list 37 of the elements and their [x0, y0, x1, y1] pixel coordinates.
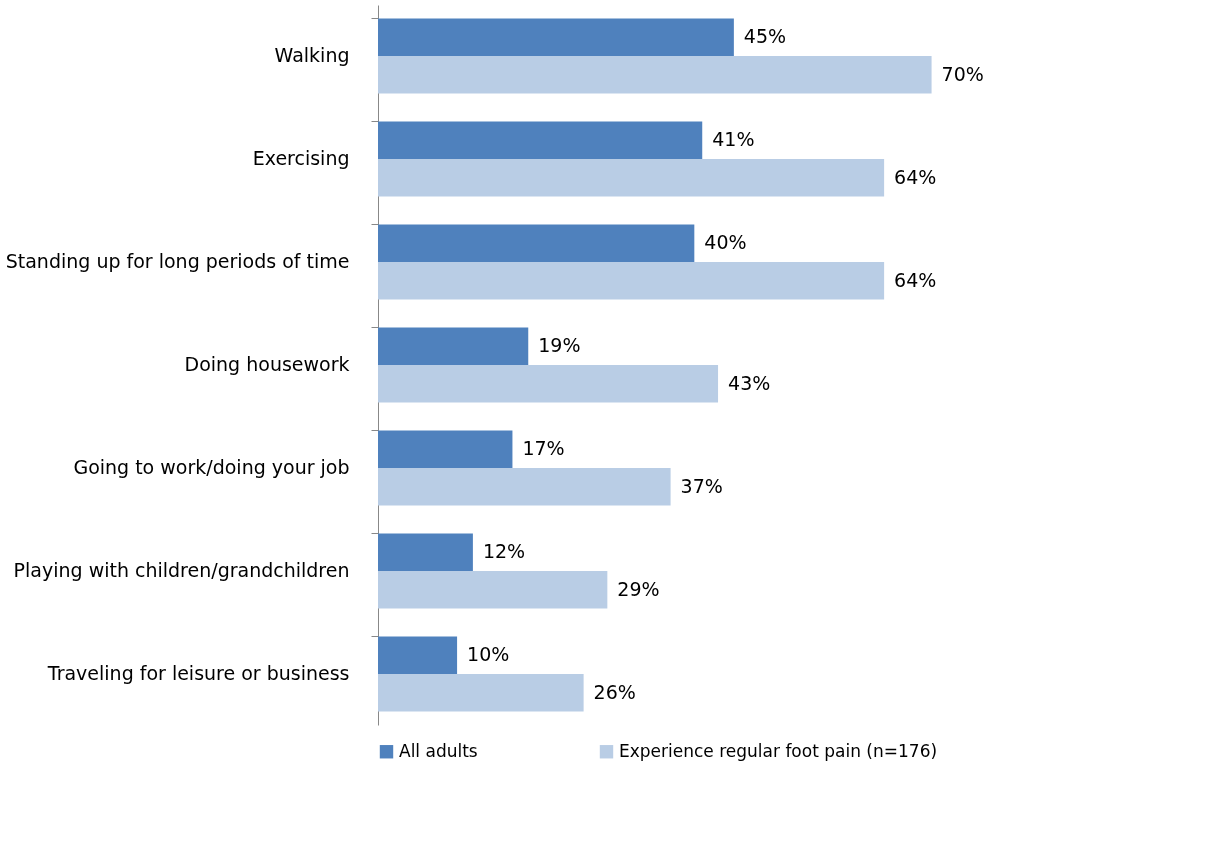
- data-label: 41%: [712, 128, 755, 151]
- y-tick-label: Standing up for long periods of time: [5, 250, 350, 272]
- bar: [378, 158, 885, 197]
- bar: [378, 430, 513, 468]
- bar: [378, 571, 608, 609]
- data-label: 40%: [704, 231, 747, 254]
- bar: [378, 533, 473, 572]
- y-tick-label: Exercising: [252, 146, 350, 169]
- data-label: 29%: [617, 577, 660, 600]
- bar: [378, 121, 703, 159]
- y-tick-label: Playing with children/grandchildren: [13, 559, 350, 582]
- data-label: 43%: [728, 371, 771, 394]
- bar: [378, 262, 885, 300]
- legend-label: All adults: [399, 740, 478, 761]
- bar: [378, 224, 695, 262]
- y-tick-label: Doing housework: [184, 353, 350, 375]
- bar: [378, 468, 671, 506]
- data-label: 64%: [894, 268, 937, 291]
- bar: [378, 365, 719, 403]
- y-tick-label: Going to work/doing your job: [73, 456, 350, 478]
- bar: [378, 674, 584, 712]
- data-label: 45%: [743, 25, 787, 48]
- data-label: 10%: [467, 643, 510, 666]
- y-tick-label: Traveling for leisure or business: [46, 662, 350, 685]
- y-tick-label: Walking: [274, 43, 350, 66]
- data-label: 19%: [538, 334, 581, 357]
- bar: [378, 636, 458, 675]
- data-label: 64%: [894, 165, 937, 188]
- legend-label: Experience regular foot pain (n=176): [619, 740, 938, 761]
- data-label: 12%: [482, 540, 526, 563]
- data-label: 17%: [522, 437, 565, 460]
- bar: [378, 55, 932, 94]
- bar: [378, 327, 529, 365]
- bar: [378, 18, 734, 56]
- data-label: 37%: [680, 474, 723, 497]
- data-label: 26%: [593, 680, 636, 703]
- data-label: 70%: [941, 62, 984, 85]
